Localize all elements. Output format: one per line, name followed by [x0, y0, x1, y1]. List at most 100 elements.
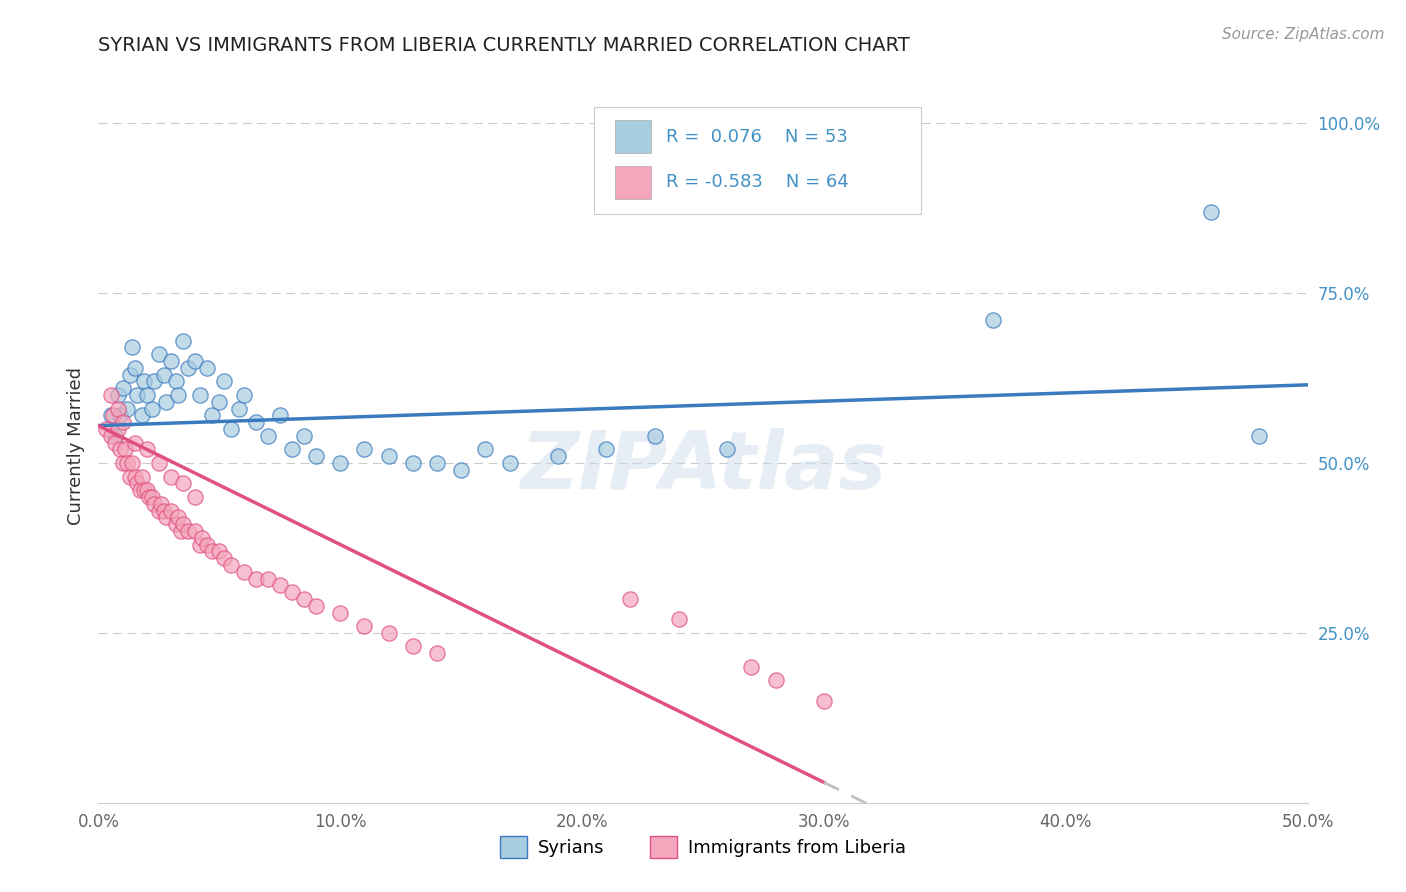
Point: [117, 456, 139, 470]
Point: [329, 606, 352, 620]
Point: [195, 360, 218, 375]
Point: [195, 537, 218, 551]
Point: [124, 435, 146, 450]
Point: [104, 429, 127, 443]
Point: [498, 456, 520, 470]
Point: [353, 619, 375, 633]
Bar: [614, 167, 651, 199]
Point: [221, 422, 243, 436]
Point: [148, 456, 170, 470]
Point: [117, 401, 139, 416]
Point: [167, 388, 190, 402]
Point: [208, 394, 231, 409]
Point: [221, 558, 243, 572]
Point: [160, 503, 183, 517]
Point: [177, 524, 200, 538]
Point: [138, 490, 160, 504]
Point: [256, 429, 278, 443]
Point: [150, 497, 173, 511]
Point: [981, 313, 1004, 327]
Point: [245, 572, 267, 586]
Text: R = -0.583    N = 64: R = -0.583 N = 64: [665, 173, 848, 192]
Point: [292, 591, 315, 606]
Text: R =  0.076    N = 53: R = 0.076 N = 53: [665, 128, 848, 145]
Point: [188, 388, 211, 402]
Bar: [614, 120, 651, 153]
Point: [813, 694, 835, 708]
Point: [131, 469, 153, 483]
Point: [377, 449, 399, 463]
Point: [547, 449, 569, 463]
Point: [172, 517, 194, 532]
Point: [114, 442, 136, 457]
FancyBboxPatch shape: [595, 107, 921, 214]
Point: [128, 483, 150, 498]
Point: [111, 456, 134, 470]
Point: [127, 388, 149, 402]
Point: [201, 544, 224, 558]
Point: [100, 409, 122, 423]
Point: [184, 354, 207, 368]
Point: [148, 503, 170, 517]
Point: [148, 347, 170, 361]
Point: [188, 537, 211, 551]
Point: [118, 368, 141, 382]
Point: [152, 368, 174, 382]
Point: [134, 375, 156, 389]
Text: SYRIAN VS IMMIGRANTS FROM LIBERIA CURRENTLY MARRIED CORRELATION CHART: SYRIAN VS IMMIGRANTS FROM LIBERIA CURREN…: [98, 36, 910, 54]
Point: [101, 409, 124, 423]
Point: [131, 409, 153, 423]
Point: [426, 456, 449, 470]
Point: [104, 435, 127, 450]
Point: [184, 524, 207, 538]
Point: [111, 381, 134, 395]
Point: [108, 442, 131, 457]
Point: [305, 599, 328, 613]
Point: [377, 626, 399, 640]
Point: [127, 476, 149, 491]
Point: [177, 360, 200, 375]
Point: [191, 531, 214, 545]
Point: [165, 375, 187, 389]
Point: [124, 360, 146, 375]
Point: [135, 442, 157, 457]
Point: [100, 429, 122, 443]
Point: [134, 483, 156, 498]
Point: [353, 442, 375, 457]
Point: [595, 442, 617, 457]
Point: [121, 341, 143, 355]
Point: [167, 510, 190, 524]
Point: [107, 401, 129, 416]
Y-axis label: Currently Married: Currently Married: [66, 367, 84, 525]
Point: [668, 612, 690, 626]
Text: ZIPAtlas: ZIPAtlas: [520, 428, 886, 507]
Point: [152, 503, 174, 517]
Point: [143, 497, 166, 511]
Point: [141, 401, 163, 416]
Point: [232, 388, 254, 402]
Point: [740, 660, 762, 674]
Point: [281, 585, 304, 599]
Point: [232, 565, 254, 579]
Point: [160, 469, 183, 483]
Text: Source: ZipAtlas.com: Source: ZipAtlas.com: [1222, 27, 1385, 42]
Point: [172, 476, 194, 491]
Point: [143, 375, 166, 389]
Point: [228, 401, 250, 416]
Point: [141, 490, 163, 504]
Point: [402, 640, 425, 654]
Point: [100, 388, 122, 402]
Point: [281, 442, 304, 457]
Point: [402, 456, 425, 470]
Point: [184, 490, 207, 504]
Point: [305, 449, 328, 463]
Point: [155, 510, 177, 524]
Point: [124, 469, 146, 483]
Point: [111, 415, 134, 429]
Point: [155, 394, 177, 409]
Point: [329, 456, 352, 470]
Point: [619, 591, 641, 606]
Point: [107, 388, 129, 402]
Point: [135, 483, 157, 498]
Point: [121, 456, 143, 470]
